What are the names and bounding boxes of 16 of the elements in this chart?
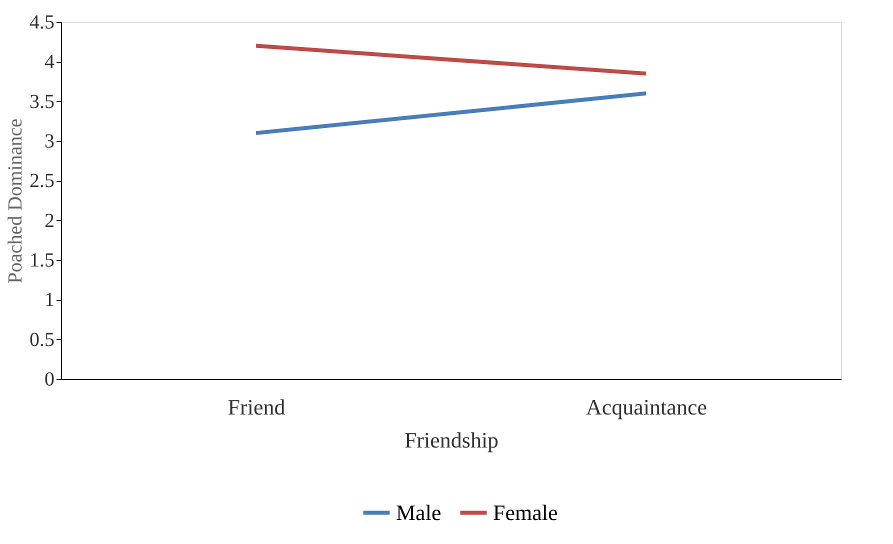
y-tick-label: 1.5 xyxy=(30,250,54,272)
y-tick-label: 3.5 xyxy=(30,90,54,113)
y-tick-label: 4.5 xyxy=(30,12,54,34)
y-tick-label: 3 xyxy=(44,130,54,152)
y-tick-label: 2 xyxy=(44,210,54,232)
y-tick-label: 1 xyxy=(44,289,54,312)
legend-label: Female xyxy=(493,500,558,525)
y-tick-label: 0.5 xyxy=(30,328,54,351)
legend-label: Male xyxy=(396,500,442,525)
x-axis-title: Friendship xyxy=(404,428,499,452)
x-tick-label: Acquaintance xyxy=(586,394,707,420)
y-tick-label: 4 xyxy=(44,51,54,74)
x-tick-label: Friend xyxy=(228,394,286,420)
y-axis-title: Poached Dominance xyxy=(4,118,26,284)
y-tick-label: 2.5 xyxy=(30,170,54,192)
y-tick-label: 0 xyxy=(44,368,54,390)
